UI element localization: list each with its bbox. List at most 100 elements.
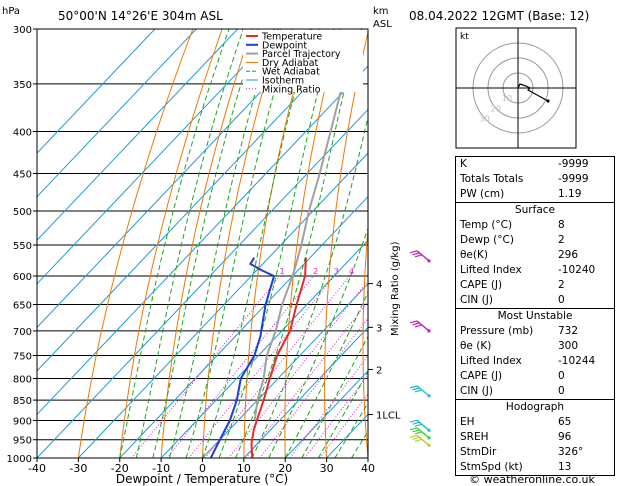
mixing-ratio-label: 1 [279, 267, 284, 276]
wet-adiabat-line [119, 29, 230, 458]
surface-row: Lifted Index -10240 [456, 263, 614, 278]
mixing-ratio-label: 2 [313, 267, 318, 276]
pressure-tick-label: 450 [13, 169, 32, 180]
mixing-ratio-axis-label: Mixing Ratio (g/kg) [390, 241, 401, 336]
wind-barb-flag [412, 421, 420, 425]
mixing-ratio-label: 6 [371, 267, 376, 276]
pressure-tick-label: 350 [13, 80, 32, 91]
most-unstable-value: 0 [558, 370, 565, 382]
wet-adiabat-line [235, 29, 360, 458]
index-value: 1.19 [558, 188, 582, 200]
hodograph-table-value: 326° [558, 446, 584, 458]
wind-barb-flag [409, 250, 418, 254]
x-tick-label: -20 [111, 462, 129, 475]
hodograph-unit-label: kt [460, 32, 469, 42]
isotherm-line [202, 283, 368, 458]
mixing-ratio-line [131, 275, 281, 458]
pressure-tick-label: 500 [13, 207, 32, 218]
hodograph-ring-label: 30 [480, 114, 490, 123]
hodograph-table-row: EH 65 [456, 415, 614, 430]
wet-adiabat-line [268, 226, 368, 458]
pressure-tick-label: 400 [13, 128, 32, 139]
indices-box: K -9999 Totals Totals -9999 PW (cm) 1.19 [455, 156, 615, 203]
isotherm-line [37, 29, 197, 198]
hodograph-ring-label: 20 [491, 104, 501, 113]
isotherm-line [37, 65, 368, 416]
legend-entry: Wet Adiabat [262, 67, 320, 78]
pressure-tick-label: 700 [13, 327, 32, 338]
wind-barb-flag [409, 434, 418, 438]
surface-label: Lifted Index [460, 264, 522, 276]
isotherm-line [37, 29, 239, 241]
hodograph-ring-label: 10 [502, 94, 512, 103]
hodograph-trace [517, 83, 549, 102]
dry-adiabat-line [119, 29, 223, 458]
isotherm-line [284, 370, 368, 458]
km-tick-label: 3 [376, 323, 382, 334]
dry-adiabat-line [160, 29, 252, 458]
hodograph-table-row: SREH 96 [456, 430, 614, 445]
parcel-trajectory-line [253, 29, 363, 421]
most-unstable-title: Most Unstable [497, 310, 573, 322]
most-unstable-row: Lifted Index -10244 [456, 354, 614, 369]
mixing-ratio-line [245, 300, 368, 458]
isotherm-line [37, 29, 280, 285]
index-label: K [460, 158, 467, 170]
most-unstable-box: Most Unstable Pressure (mb) 732 θe (K) 300 L… [455, 309, 615, 400]
hpa-unit-label: hPa [2, 6, 20, 17]
index-label: Totals Totals [460, 173, 524, 185]
surface-label: CAPE (J) [460, 279, 503, 291]
x-axis-label: Dewpoint / Temperature (°C) [116, 472, 288, 486]
wet-adiabat-line [334, 402, 368, 458]
dry-adiabat-line [400, 29, 427, 458]
surface-value: 8 [558, 219, 565, 231]
legend-entry: Temperature [261, 32, 322, 43]
most-unstable-row: Pressure (mb) 732 [456, 324, 614, 339]
index-value: -9999 [558, 158, 589, 170]
legend-entry: Dry Adiabat [262, 58, 319, 69]
mixing-ratio-line [304, 373, 368, 458]
surface-row: Temp (°C) 8 [456, 218, 614, 233]
dewpoint-line [209, 257, 276, 458]
x-tick-label: 40 [361, 462, 375, 475]
wind-barb-flag [409, 419, 418, 423]
legend-box [243, 30, 363, 92]
wet-adiabat-line [202, 29, 313, 458]
mixing-ratio-line [319, 393, 368, 458]
wet-adiabat-line [317, 371, 368, 458]
asl-label: ASL [373, 19, 392, 30]
legend-entry: Dewpoint [262, 40, 307, 51]
isotherm-line [37, 108, 368, 458]
most-unstable-value: 300 [558, 340, 579, 352]
surface-value: 2 [558, 279, 565, 291]
hodograph-table-label: SREH [460, 431, 489, 443]
km-tick-label: 1LCL [376, 410, 401, 421]
storm-motion-point [546, 99, 550, 103]
surface-label: θe(K) [460, 249, 488, 261]
surface-row: Dewp (°C) 2 [456, 233, 614, 248]
dry-adiabat-line [77, 29, 194, 458]
wind-barb-flag [412, 387, 420, 391]
most-unstable-label: θe (K) [460, 340, 492, 352]
wet-adiabat-line [284, 291, 368, 458]
mixing-ratio-label: 20 [440, 267, 450, 276]
date-title: 08.04.2022 12GMT (Base: 12) [409, 9, 589, 23]
dry-adiabat-line [324, 30, 368, 458]
index-label: PW (cm) [460, 188, 505, 200]
pressure-tick-label: 950 [13, 436, 32, 447]
surface-label: Temp (°C) [460, 219, 513, 231]
hodograph-title: Hodograph [505, 401, 565, 413]
most-unstable-row: CIN (J) 0 [456, 384, 614, 399]
wind-barb-flag [409, 427, 418, 431]
surface-box: Surface Temp (°C) 8 Dewp (°C) 2 θe(K) 296 Lift… [455, 203, 615, 309]
wind-barb-flag [409, 385, 418, 389]
wet-adiabat-line [185, 29, 293, 458]
pressure-tick-label: 750 [13, 351, 32, 362]
index-row: K -9999 [456, 157, 614, 172]
pressure-tick-label: 850 [13, 396, 32, 407]
surface-label: CIN (J) [460, 294, 493, 306]
most-unstable-label: Pressure (mb) [460, 325, 534, 337]
indices-table: K -9999 Totals Totals -9999 PW (cm) 1.19 Surf… [455, 156, 615, 476]
most-unstable-label: CIN (J) [460, 385, 493, 397]
km-tick-label: 4 [376, 280, 382, 291]
